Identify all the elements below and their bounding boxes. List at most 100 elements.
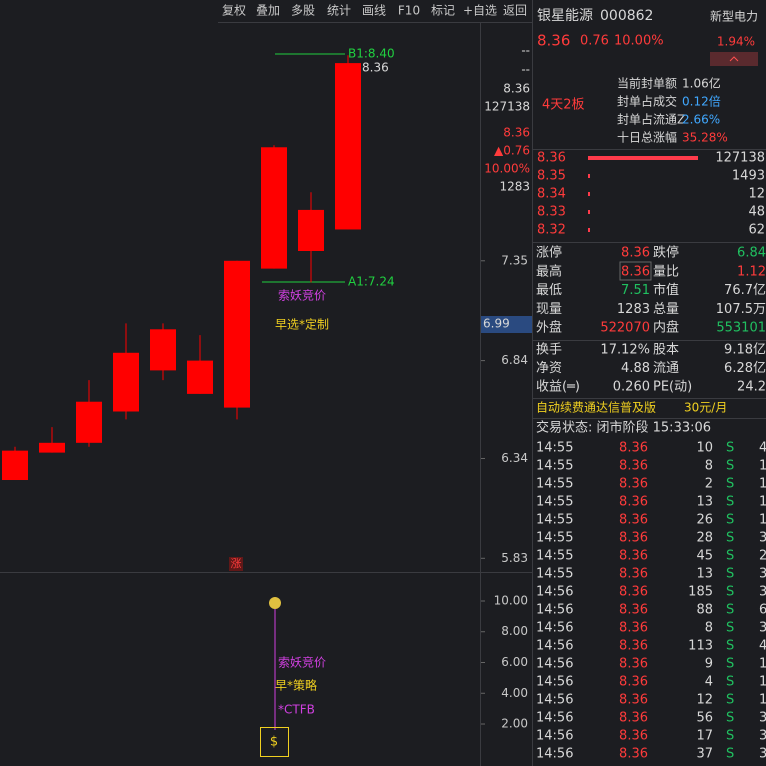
info-label: 封单占流通Z: [617, 112, 685, 127]
trade-volume: 113: [688, 639, 713, 654]
toolbar-button[interactable]: 多股: [291, 4, 315, 18]
trade-price: 8.36: [619, 495, 648, 510]
toolbar-button[interactable]: 复权: [222, 4, 246, 18]
trade-side: S: [726, 441, 734, 456]
stat-value: 6.84: [737, 246, 766, 261]
trade-price: 8.36: [619, 567, 648, 582]
pct: 10.00%: [614, 34, 664, 49]
ad[interactable]: 自动续费通达信普及版: [536, 401, 656, 415]
tab[interactable]: [710, 52, 758, 66]
bid-bar: [588, 210, 590, 214]
trade-price: 8.36: [619, 729, 648, 744]
trade-volume: 2: [705, 477, 713, 492]
trade-volume: 4: [705, 675, 713, 690]
trade-price: 8.36: [619, 513, 648, 528]
signal-icon: [269, 597, 281, 609]
stat-value: 24.2: [737, 380, 766, 395]
stat-label: 收益(═): [536, 380, 580, 395]
stat-label: 股本: [653, 343, 679, 358]
trade-volume: 13: [696, 495, 713, 510]
side-info: 10.00%: [484, 162, 530, 176]
trade-time: 14:56: [536, 711, 573, 726]
signal-tag: 早*策略: [275, 678, 317, 693]
stat-value: 4.88: [621, 361, 650, 376]
toolbar-button[interactable]: 返回: [503, 4, 527, 18]
trade-time: 14:56: [536, 585, 573, 600]
trade-side: S: [726, 747, 734, 762]
trade-time: 14:55: [536, 495, 573, 510]
trade-volume: 56: [696, 711, 713, 726]
stat-value: 8.36: [621, 264, 650, 279]
candle-body: [39, 442, 65, 453]
trade-volume: 26: [696, 513, 713, 528]
trade-side: S: [726, 513, 734, 528]
side-info: 127138: [484, 100, 530, 114]
toolbar-button[interactable]: 标记: [431, 4, 455, 18]
trade-volume: 45: [696, 549, 713, 564]
a1-label: A1:7.24: [348, 275, 395, 289]
trade-count: 1: [759, 477, 766, 492]
ad-price[interactable]: 30元/月: [684, 401, 727, 415]
trade-volume: 12: [696, 693, 713, 708]
sector[interactable]: 新型电力: [710, 9, 758, 24]
trade-count: 6: [759, 603, 766, 618]
trade-count: 1: [759, 657, 766, 672]
stat-label: 总量: [653, 302, 679, 317]
stat-label: 市值: [653, 282, 679, 298]
trade-time: 14:55: [536, 459, 573, 474]
y-tick-label: 10.00: [494, 593, 528, 607]
stat-value: 553101: [716, 321, 766, 336]
stat-label: 跌停: [653, 245, 679, 261]
trade-time: 14:56: [536, 639, 573, 654]
trade-count: 3: [759, 531, 766, 546]
bid-price: 8.35: [537, 169, 566, 184]
bid-bar: [588, 174, 590, 178]
info-label: 十日总涨幅: [617, 130, 677, 145]
trade-side: S: [726, 711, 734, 726]
bid-volume: 127138: [715, 151, 765, 166]
info-label: 封单占成交: [617, 94, 677, 109]
toolbar-button[interactable]: F10: [398, 4, 420, 18]
trade-count: 1: [759, 513, 766, 528]
trade-count: 1: [759, 495, 766, 510]
y-tick-label: 8.00: [501, 624, 528, 638]
trade-volume: 185: [688, 585, 713, 600]
trade-time: 14:56: [536, 693, 573, 708]
zhang-box: [229, 557, 243, 571]
trade-volume: 13: [696, 567, 713, 582]
trade-time: 14:55: [536, 549, 573, 564]
candle-body: [76, 401, 102, 443]
info-value: 2.66%: [682, 113, 720, 127]
stat-label: 涨停: [536, 245, 562, 261]
stat-label: 量比: [653, 264, 679, 279]
stat-value: 522070: [600, 321, 650, 336]
stat-value: 9.18亿: [724, 343, 766, 358]
trade-count: 4: [759, 441, 766, 456]
trade-volume: 28: [696, 531, 713, 546]
badge: 4天2板: [542, 98, 585, 113]
trade-volume: 37: [696, 747, 713, 762]
signal-tag: *CTFB: [278, 703, 315, 717]
side-info: 1283: [499, 180, 530, 194]
bid-price: 8.32: [537, 223, 566, 238]
trade-price: 8.36: [619, 675, 648, 690]
side-info: 8.36: [503, 82, 530, 96]
money-icon[interactable]: [260, 727, 289, 757]
trade-time: 14:56: [536, 747, 573, 762]
tab-arrow: [729, 56, 739, 62]
price: 8.36: [537, 32, 570, 50]
trade-side: S: [726, 585, 734, 600]
trade-count: 3: [759, 711, 766, 726]
toolbar-button[interactable]: 叠加: [256, 4, 280, 18]
candle-body: [224, 260, 250, 408]
bid-price: 8.36: [537, 151, 566, 166]
side-info: ▲0.76: [494, 144, 530, 158]
toolbar-button[interactable]: 统计: [327, 4, 351, 18]
toolbar-button[interactable]: 画线: [362, 4, 386, 18]
toolbar-button[interactable]: +自选: [463, 4, 497, 18]
trade-count: 1: [759, 693, 766, 708]
side-info: 8.36: [503, 126, 530, 140]
trade-time: 14:55: [536, 531, 573, 546]
trade-side: S: [726, 729, 734, 744]
stat-label: PE(动): [653, 380, 692, 395]
